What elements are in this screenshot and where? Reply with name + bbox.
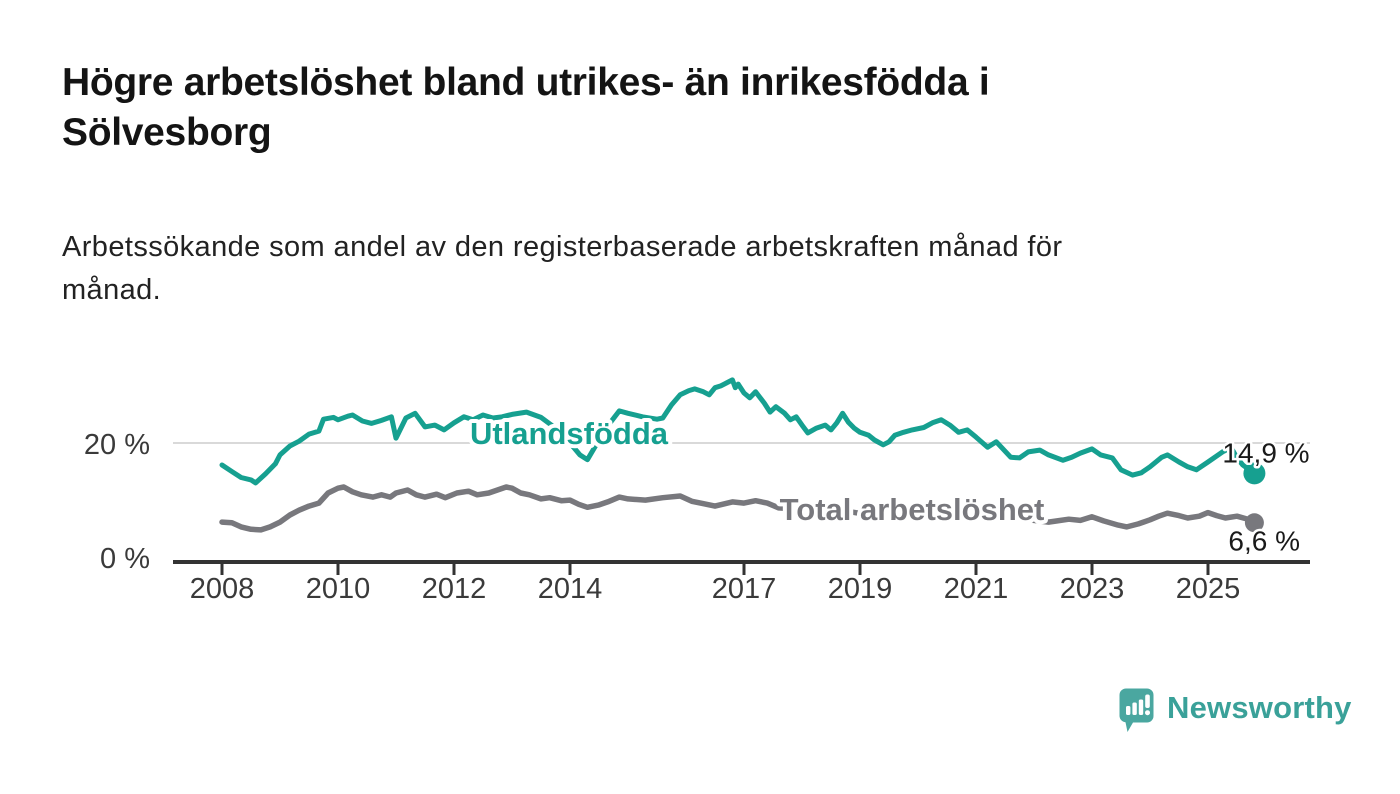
- end-dot-utlandsfodda: [1243, 462, 1266, 485]
- series-line-utlandsfodda: [219, 377, 1257, 486]
- speech-bubble-bar-chart-icon: [1119, 688, 1154, 732]
- x-axis-label-2017: 2017: [712, 573, 777, 605]
- end-value-label-utlandsfodda: 14,9 %: [1222, 437, 1309, 468]
- newsworthy-logo: Newsworthy: [1119, 688, 1352, 733]
- x-axis-label-2012: 2012: [422, 573, 487, 605]
- series-label-total-arbetsloshet: Total arbetslöshet: [780, 492, 1045, 527]
- series-line-total-arbetsloshet: [219, 484, 1258, 533]
- logo-bar-glyphs: [1126, 694, 1150, 716]
- end-dot-total-arbetsloshet: [1244, 513, 1264, 533]
- page-subtitle-line1: Arbetssökande som andel av den registerb…: [62, 231, 1063, 263]
- end-value-label-total-arbetsloshet: 6,6 %: [1228, 526, 1300, 557]
- x-axis-label-2019: 2019: [828, 573, 893, 605]
- logo-wordmark: Newsworthy: [1167, 690, 1352, 725]
- y-axis-label-20: 20 %: [84, 429, 150, 461]
- x-axis-label-2008: 2008: [190, 573, 255, 605]
- x-axis-label-2010: 2010: [306, 573, 371, 605]
- page-title-line1: Högre arbetslöshet bland utrikes- än inr…: [62, 61, 990, 104]
- page-title: Högre arbetslöshet bland utrikes- än inr…: [62, 58, 990, 158]
- x-axis-label-2023: 2023: [1060, 573, 1125, 605]
- page-subtitle: Arbetssökande som andel av den registerb…: [62, 226, 1062, 312]
- y-axis-label-0: 0 %: [100, 543, 150, 575]
- x-axis-label-2014: 2014: [538, 573, 603, 605]
- x-axis-label-2021: 2021: [944, 573, 1009, 605]
- series-label-utlandsfodda: Utlandsfödda: [470, 416, 669, 451]
- page-subtitle-line2: månad.: [62, 274, 162, 306]
- x-axis-label-2025: 2025: [1176, 573, 1241, 605]
- page-title-line2: Sölvesborg: [62, 111, 272, 154]
